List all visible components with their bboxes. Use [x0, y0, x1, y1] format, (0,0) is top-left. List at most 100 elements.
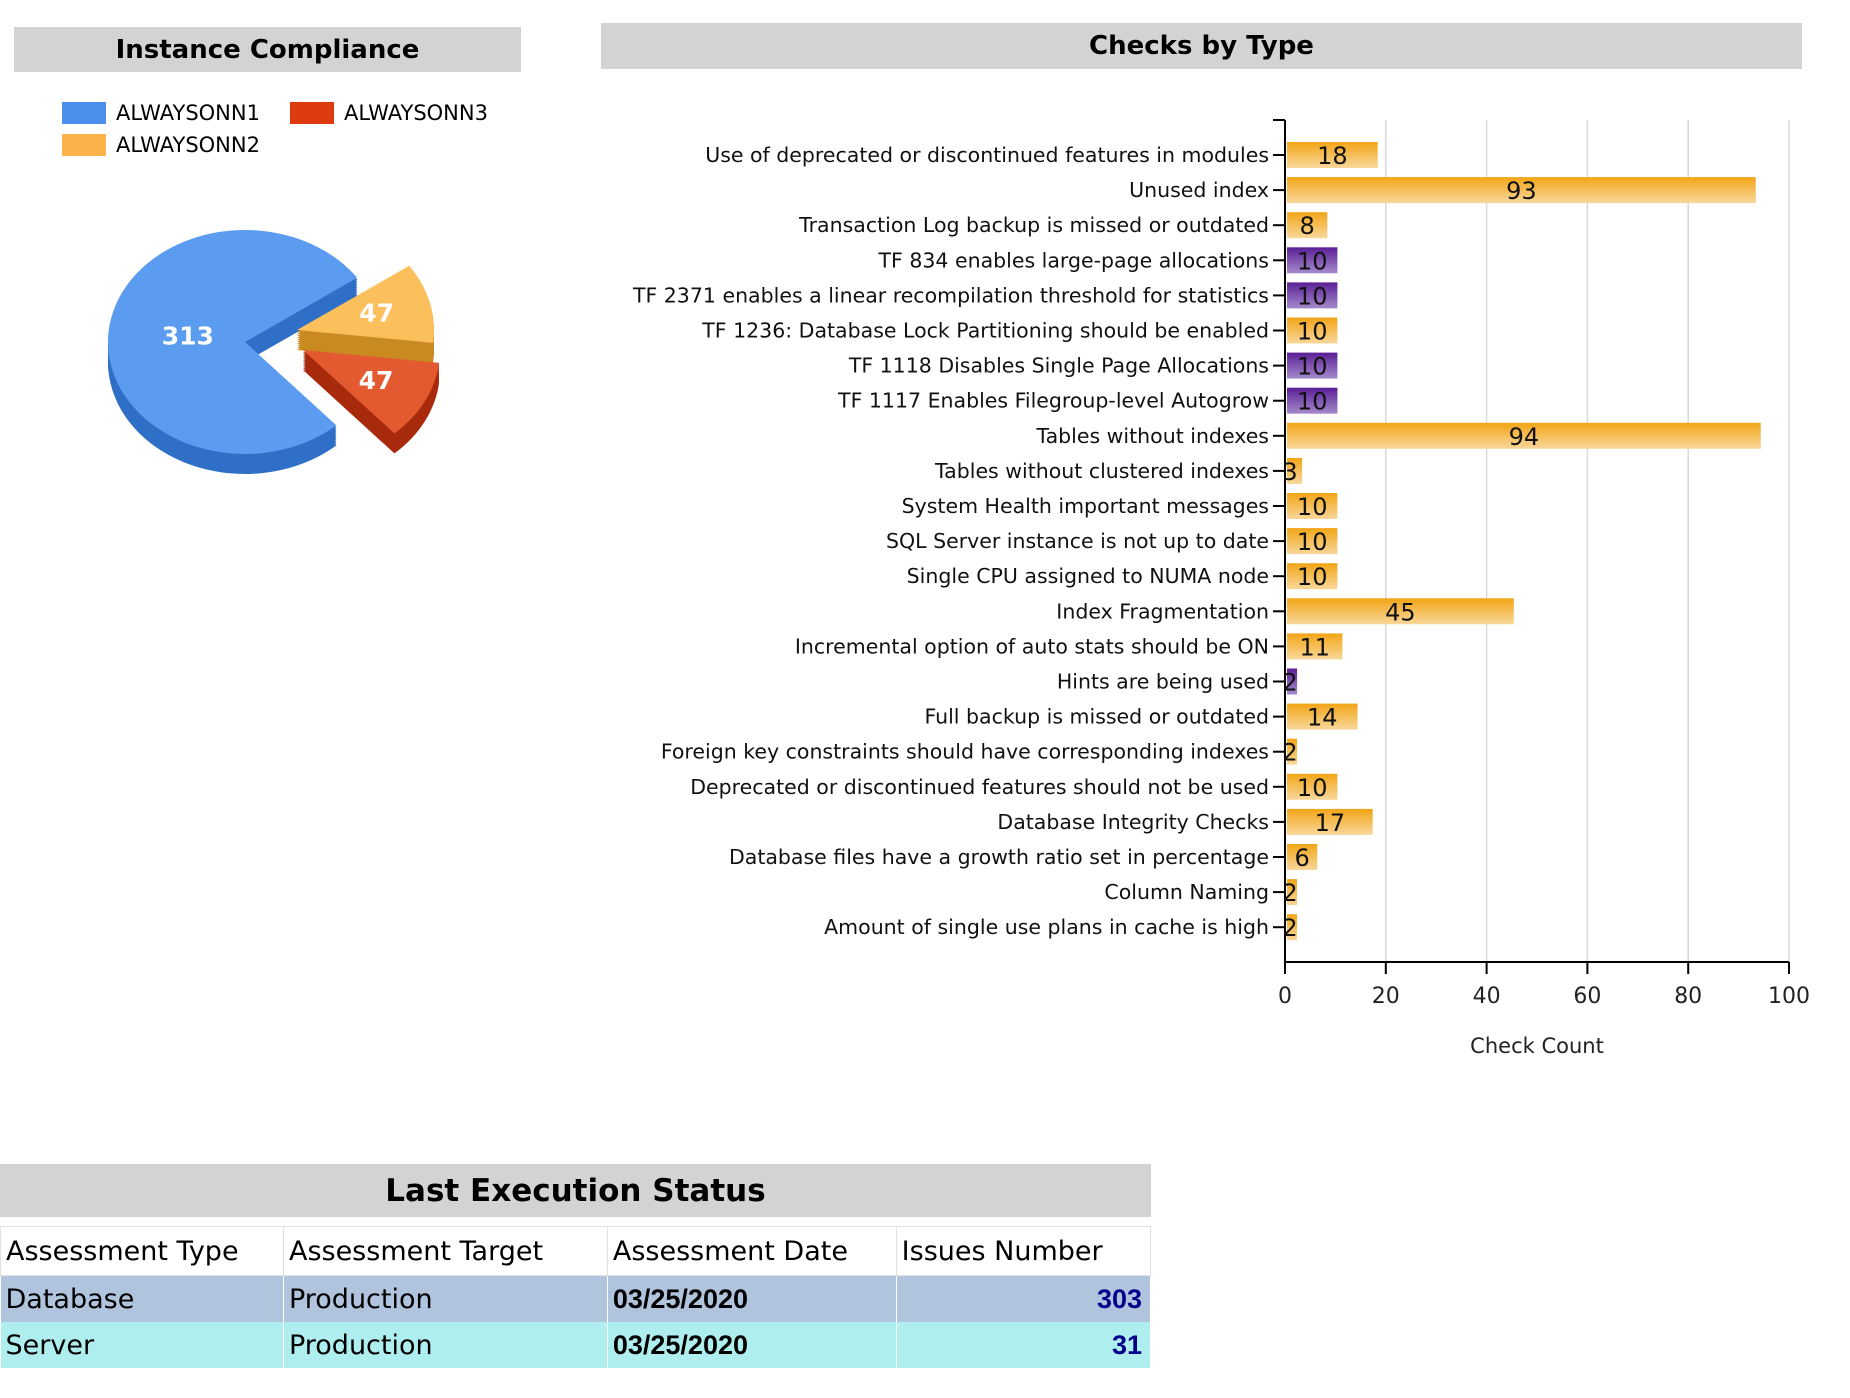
category-label: Amount of single use plans in cache is h… — [824, 915, 1269, 939]
category-label: Index Fragmentation — [1056, 599, 1269, 623]
category-label: Single CPU assigned to NUMA node — [907, 564, 1269, 588]
bar-value-label: 10 — [1297, 493, 1328, 521]
category-label: Use of deprecated or discontinued featur… — [705, 143, 1269, 167]
category-label: TF 2371 enables a linear recompilation t… — [632, 283, 1269, 307]
bar — [1287, 703, 1358, 730]
header-assessment-type: Assessment Type — [0, 1226, 284, 1276]
bar-value-label: 11 — [1299, 633, 1330, 661]
bar — [1287, 844, 1318, 870]
bar — [1287, 422, 1761, 449]
pie-slice-alwaysonn2 — [297, 265, 434, 343]
bar-value-label: 10 — [1297, 774, 1328, 802]
category-label: TF 1118 Disables Single Page Allocations — [848, 354, 1269, 378]
bar-value-label: 8 — [1300, 212, 1315, 240]
table-row: Database Production 03/25/2020 303 — [0, 1275, 1152, 1322]
category-label: Incremental option of auto stats should … — [795, 634, 1269, 658]
pie-data-label: 313 — [162, 322, 214, 351]
legend-swatch — [290, 102, 334, 124]
bar-value-label: 18 — [1317, 142, 1348, 170]
table-row: Server Production 03/25/2020 31 — [0, 1322, 1152, 1368]
x-tick-label: 0 — [1278, 984, 1292, 1009]
category-label: System Health important messages — [902, 494, 1269, 518]
bar-value-label: 94 — [1509, 423, 1540, 451]
last-execution-status-title: Last Execution Status — [0, 1164, 1151, 1217]
category-label: TF 834 enables large-page allocations — [877, 248, 1269, 272]
legend-item-alwaysonn3: ALWAYSONN3 — [290, 99, 488, 127]
bar-value-label: 10 — [1297, 282, 1328, 310]
bar-value-label: 2 — [1282, 914, 1297, 942]
bar — [1287, 633, 1343, 660]
bar — [1287, 212, 1328, 239]
category-label: Database Integrity Checks — [997, 810, 1269, 834]
legend-label: ALWAYSONN2 — [116, 133, 260, 157]
bar — [1287, 598, 1514, 625]
x-tick-label: 100 — [1768, 984, 1810, 1009]
cell-date: 03/25/2020 — [607, 1322, 897, 1368]
bar — [1287, 247, 1338, 274]
bar — [1287, 668, 1298, 695]
bar — [1287, 457, 1303, 484]
bar-value-label: 10 — [1297, 247, 1328, 275]
bar-value-label: 10 — [1297, 563, 1328, 591]
header-assessment-target: Assessment Target — [282, 1226, 608, 1276]
bar-value-label: 93 — [1506, 177, 1537, 205]
category-label: Hints are being used — [1057, 670, 1269, 694]
cell-target: Production — [283, 1322, 608, 1368]
category-label: TF 1236: Database Lock Partitioning shou… — [701, 319, 1269, 343]
table-header-row: Assessment Type Assessment Target Assess… — [0, 1226, 1152, 1276]
x-tick-label: 20 — [1372, 984, 1400, 1009]
x-tick-label: 40 — [1473, 984, 1501, 1009]
pie-slice-alwaysonn1 — [108, 230, 358, 455]
bar — [1287, 528, 1338, 555]
x-tick-label: 60 — [1573, 984, 1601, 1009]
bar — [1287, 142, 1378, 168]
bar-value-label: 3 — [1282, 458, 1297, 486]
bar — [1287, 282, 1338, 309]
legend-swatch — [62, 102, 106, 124]
category-label: SQL Server instance is not up to date — [886, 529, 1269, 553]
bar-value-label: 14 — [1307, 704, 1338, 732]
category-label: Tables without clustered indexes — [934, 459, 1269, 483]
category-label: Unused index — [1129, 178, 1269, 202]
instance-compliance-pie-chart: 47 47 313 — [107, 230, 440, 475]
cell-issues: 303 — [896, 1275, 1152, 1322]
legend-swatch — [62, 134, 106, 156]
bar — [1287, 317, 1338, 344]
bar — [1287, 352, 1338, 379]
category-label: TF 1117 Enables Filegroup-level Autogrow — [837, 389, 1269, 413]
category-label: Full backup is missed or outdated — [924, 705, 1269, 729]
bar-value-label: 10 — [1297, 388, 1328, 416]
cell-type: Database — [0, 1275, 284, 1322]
pie-slice-alwaysonn3 — [303, 350, 440, 434]
bar-value-label: 45 — [1385, 598, 1416, 626]
bar-value-label: 10 — [1297, 528, 1328, 556]
bar — [1287, 493, 1338, 519]
cell-type: Server — [0, 1322, 284, 1368]
legend-item-alwaysonn1: ALWAYSONN1 — [62, 99, 260, 127]
bar — [1287, 387, 1338, 414]
legend-item-alwaysonn2: ALWAYSONN2 — [62, 131, 260, 159]
checks-by-type-bar-chart: 0 20 40 60 80 100 Check Count Use of deprecated… — [632, 119, 1810, 1058]
checks-by-type-title: Checks by Type — [601, 23, 1802, 69]
cell-target: Production — [283, 1275, 608, 1322]
bar-value-label: 2 — [1282, 879, 1297, 907]
instance-compliance-title: Instance Compliance — [14, 27, 521, 72]
category-label: Foreign key constraints should have corr… — [661, 740, 1269, 764]
bar-value-label: 10 — [1297, 353, 1328, 381]
bar — [1287, 738, 1298, 765]
bar — [1287, 914, 1298, 941]
bar — [1287, 879, 1298, 906]
cell-date: 03/25/2020 — [607, 1275, 897, 1322]
category-label: Column Naming — [1104, 880, 1269, 904]
legend-label: ALWAYSONN1 — [116, 101, 260, 125]
header-issues-number: Issues Number — [895, 1226, 1152, 1276]
cell-issues: 31 — [896, 1322, 1152, 1368]
bar — [1287, 808, 1373, 835]
header-assessment-date: Assessment Date — [606, 1226, 897, 1276]
last-execution-status-table: Assessment Type Assessment Target Assess… — [0, 1226, 1152, 1368]
bar-value-label: 10 — [1297, 318, 1328, 346]
bar-value-label: 17 — [1315, 809, 1346, 837]
category-label: Tables without indexes — [1035, 424, 1269, 448]
bar-value-label: 6 — [1294, 844, 1309, 872]
x-tick-label: 80 — [1674, 984, 1702, 1009]
